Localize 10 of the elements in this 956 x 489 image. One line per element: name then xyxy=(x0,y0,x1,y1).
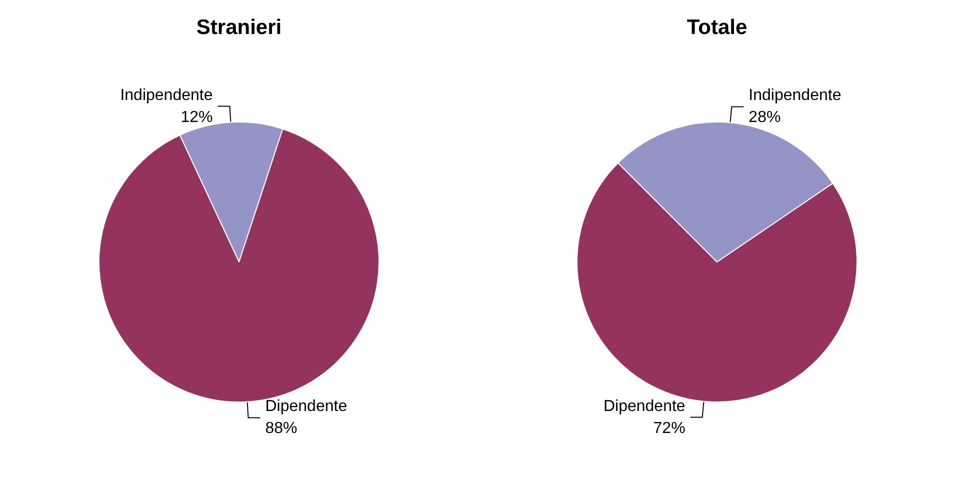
slice-label: Dipendente xyxy=(265,398,348,416)
data-label: 72% xyxy=(653,420,686,437)
slice-label: Indipendente xyxy=(748,87,842,104)
chart-title: Stranieri xyxy=(196,16,282,39)
data-label: 12% xyxy=(180,108,213,126)
chart-title: Totale xyxy=(686,16,748,39)
data-label: 88% xyxy=(265,420,298,438)
data-label: 28% xyxy=(748,109,781,126)
slice-label: Indipendente xyxy=(120,86,213,104)
slice-label: Dipendente xyxy=(603,398,686,415)
